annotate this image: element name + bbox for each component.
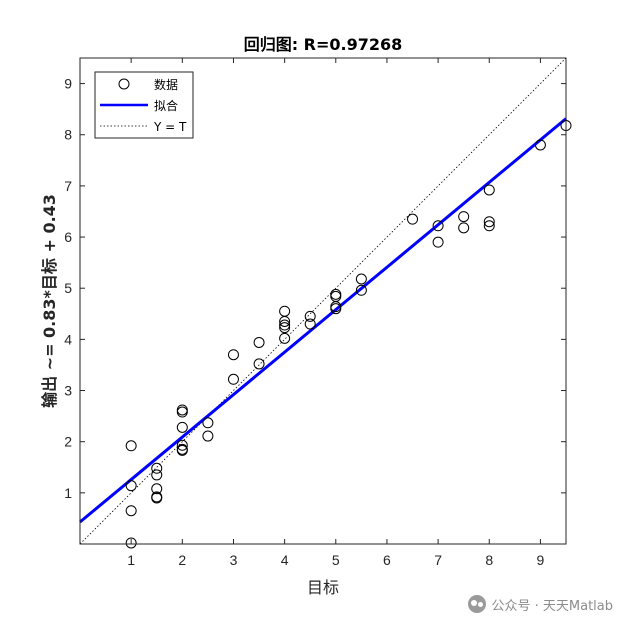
x-tick-label: 8 — [485, 552, 493, 568]
data-point — [330, 303, 342, 315]
y-tick-label: 3 — [64, 383, 72, 399]
x-ticks: 1 2 3 4 5 6 7 8 9 — [127, 58, 545, 568]
watermark-text: 公众号 · 天天Matlab — [491, 598, 613, 614]
x-tick-label: 5 — [332, 552, 340, 568]
data-point — [304, 310, 316, 322]
y-tick-label: 4 — [64, 331, 72, 347]
data-point — [227, 373, 239, 385]
data-point — [279, 332, 291, 344]
legend-label-fit: 拟合 — [154, 98, 178, 113]
x-tick-label: 2 — [178, 552, 186, 568]
y-tick-label: 7 — [64, 178, 72, 194]
identity-line-layer — [79, 57, 567, 545]
y-tick-label: 2 — [64, 434, 72, 450]
data-point — [151, 469, 163, 481]
legend-marker-data — [118, 78, 130, 90]
legend: 数据 拟合 Y = T — [94, 71, 194, 139]
watermark: 公众号 · 天天Matlab — [468, 593, 613, 615]
data-point — [176, 439, 188, 451]
data-point — [458, 222, 470, 234]
data-point — [279, 322, 291, 334]
data-point — [432, 220, 444, 232]
x-tick-label: 4 — [281, 552, 289, 568]
fit-line-layer — [79, 117, 567, 524]
data-point — [151, 462, 163, 474]
data-point — [355, 284, 367, 296]
y-tick-label: 1 — [64, 485, 72, 501]
chart-title: 回归图: R=0.97268 — [244, 35, 403, 54]
data-point — [176, 421, 188, 433]
x-tick-label: 3 — [230, 552, 238, 568]
x-tick-label: 9 — [537, 552, 545, 568]
data-point — [279, 315, 291, 327]
y-tick-label: 9 — [64, 76, 72, 92]
data-point — [432, 236, 444, 248]
data-point — [151, 483, 163, 495]
y-tick-label: 8 — [64, 127, 72, 143]
data-point — [125, 505, 137, 517]
y-tick-label: 5 — [64, 280, 72, 296]
data-point — [483, 184, 495, 196]
x-axis-label: 目标 — [307, 578, 339, 597]
data-point — [483, 216, 495, 228]
data-point — [151, 491, 163, 503]
x-tick-label: 6 — [383, 552, 391, 568]
data-point — [176, 443, 188, 455]
y-axis-label: 输出 ~= 0.83*目标 + 0.43 — [40, 194, 59, 408]
data-point — [458, 211, 470, 223]
data-point — [407, 213, 419, 225]
y-tick-label: 6 — [64, 229, 72, 245]
data-point — [304, 318, 316, 330]
data-point — [202, 430, 214, 442]
legend-label-identity: Y = T — [153, 120, 187, 134]
data-point — [279, 319, 291, 331]
data-point — [253, 336, 265, 348]
data-point — [125, 537, 137, 549]
fit-line — [79, 117, 567, 524]
data-point — [176, 406, 188, 418]
data-point — [253, 358, 265, 370]
data-point — [125, 480, 137, 492]
data-point — [483, 220, 495, 232]
data-point — [534, 139, 546, 151]
data-point — [355, 273, 367, 285]
y-ticks: 1 2 3 4 5 6 7 8 9 — [64, 76, 566, 501]
data-point — [227, 349, 239, 361]
x-tick-label: 7 — [434, 552, 442, 568]
data-point — [125, 440, 137, 452]
axes-box — [79, 57, 567, 545]
data-point — [202, 417, 214, 429]
wechat-icon — [468, 595, 487, 613]
x-tick-label: 1 — [127, 552, 135, 568]
legend-label-data: 数据 — [154, 77, 178, 92]
data-points — [125, 120, 572, 549]
identity-line — [79, 57, 567, 545]
